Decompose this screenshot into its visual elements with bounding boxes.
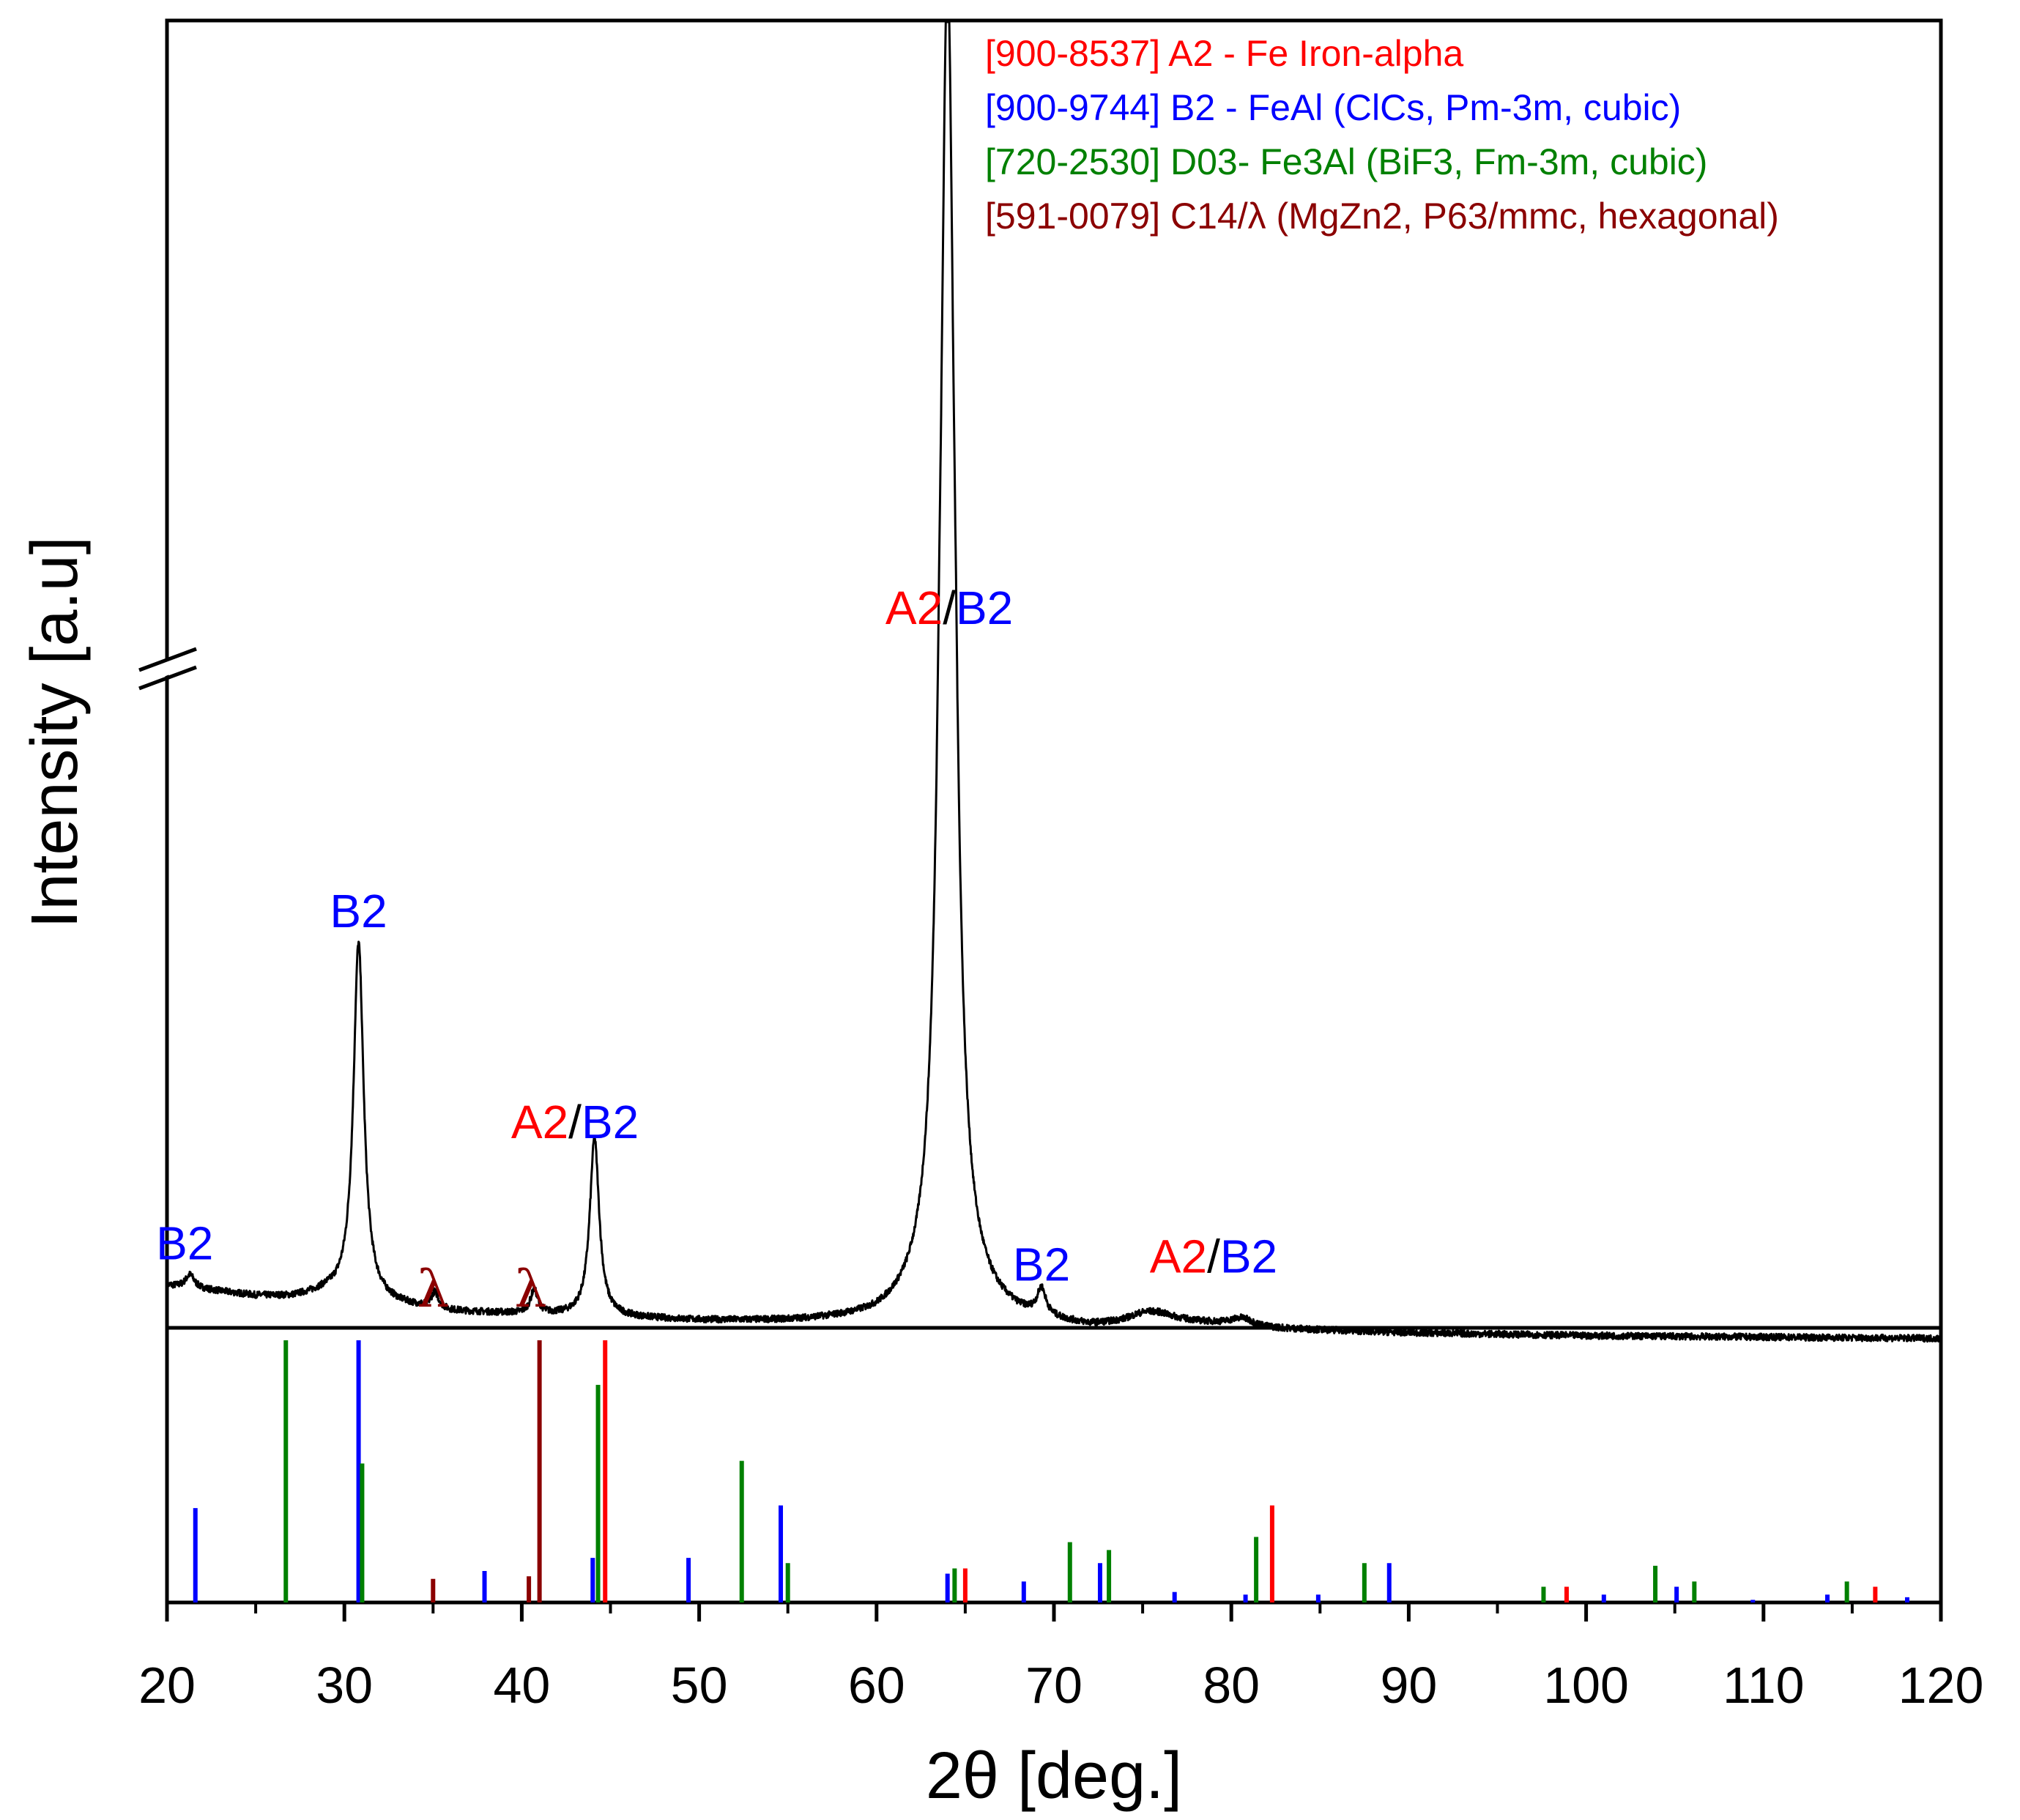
x-tick-label: 110 <box>1723 1657 1805 1714</box>
x-tick-label: 90 <box>1380 1657 1437 1714</box>
xrd-pattern-line <box>166 21 1942 1343</box>
reference-lines <box>193 1340 1909 1602</box>
x-tick-label: 50 <box>671 1657 728 1714</box>
peak-label: λ <box>514 1259 546 1319</box>
peak-label: B2 <box>330 885 387 937</box>
legend-entry-b2: [900-9744] B2 - FeAl (ClCs, Pm-3m, cubic… <box>985 87 1681 128</box>
legend-entry-c14: [591-0079] C14/λ (MgZn2, P63/mmc, hexago… <box>985 196 1779 237</box>
x-tick-label: 30 <box>316 1657 373 1714</box>
x-axis-title: 2θ [deg.] <box>926 1739 1182 1813</box>
peak-label: A2/B2 <box>1150 1230 1277 1283</box>
y-axis-title: Intensity [a.u] <box>18 536 92 928</box>
peak-labels: B2 B2 λ λ A2/B2 A2/B2 B2 A2/B2 <box>156 582 1277 1319</box>
legend: [900-8537] A2 - Fe Iron-alpha [900-9744] … <box>985 33 1779 237</box>
x-axis-ticks: 20 30 40 50 60 70 80 90 100 110 120 <box>138 1602 1983 1714</box>
x-tick-label: 120 <box>1898 1657 1984 1714</box>
legend-entry-d03: [720-2530] D03- Fe3Al (BiF3, Fm-3m, cubi… <box>985 141 1707 182</box>
x-tick-label: 20 <box>138 1657 196 1714</box>
axis-break-marks <box>137 647 198 691</box>
peak-label: A2/B2 <box>885 582 1013 634</box>
x-tick-label: 70 <box>1025 1657 1083 1714</box>
peak-label: B2 <box>1013 1238 1070 1290</box>
peak-label: λ <box>417 1259 449 1319</box>
x-tick-label: 100 <box>1543 1657 1629 1714</box>
x-tick-label: 40 <box>493 1657 550 1714</box>
peak-label: B2 <box>156 1217 213 1270</box>
legend-entry-a2: [900-8537] A2 - Fe Iron-alpha <box>985 33 1463 74</box>
peak-label: A2/B2 <box>511 1096 639 1148</box>
x-tick-label: 60 <box>848 1657 905 1714</box>
x-tick-label: 80 <box>1203 1657 1260 1714</box>
lower-plot-frame <box>165 1326 1943 1605</box>
